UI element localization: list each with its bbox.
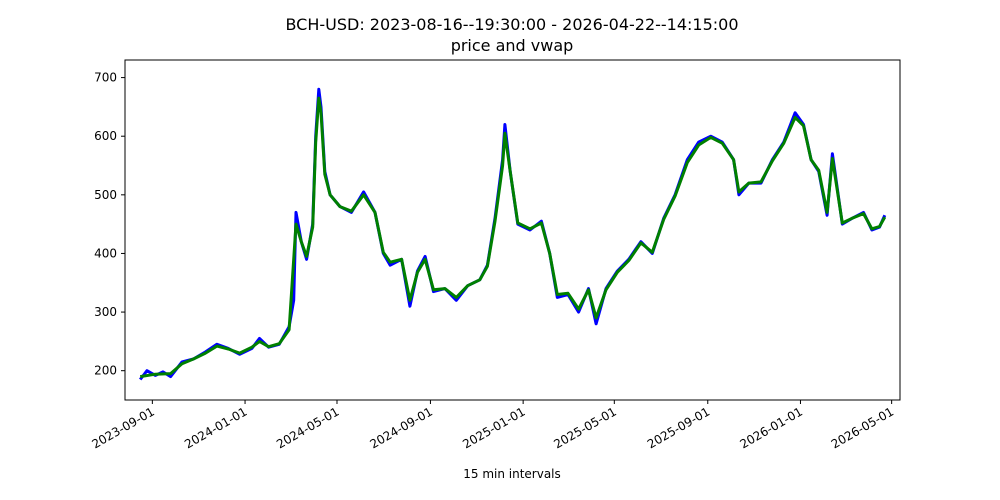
x-axis: 2023-09-01 2024-01-01 2024-05-01 2024-09-01… — [89, 400, 896, 451]
plot-lines — [139, 87, 887, 381]
y-tick-label: 600 — [94, 129, 117, 143]
x-axis-label: 15 min intervals — [463, 467, 561, 481]
x-tick-label: 2026-05-01 — [829, 404, 896, 451]
y-tick-label: 400 — [94, 246, 117, 260]
y-tick-label: 200 — [94, 364, 117, 378]
chart-subtitle: price and vwap — [451, 36, 574, 55]
x-tick-label: 2023-09-01 — [89, 404, 156, 451]
x-tick-label: 2024-05-01 — [274, 404, 341, 451]
chart-title: BCH-USD: 2023-08-16--19:30:00 - 2026-04-… — [285, 15, 738, 34]
x-tick-label: 2024-01-01 — [182, 404, 249, 451]
y-axis: 200 300 400 500 600 700 — [94, 71, 125, 378]
y-tick-label: 300 — [94, 305, 117, 319]
series-line-price — [139, 87, 887, 381]
x-tick-label: 2026-01-01 — [738, 404, 805, 451]
series-line-vwap — [139, 96, 887, 379]
x-tick-label: 2025-05-01 — [551, 404, 618, 451]
y-tick-label: 500 — [94, 188, 117, 202]
plot-frame — [124, 59, 901, 401]
x-tick-label: 2024-09-01 — [368, 404, 435, 451]
x-tick-label: 2025-09-01 — [645, 404, 712, 451]
x-tick-label: 2025-01-01 — [460, 404, 527, 451]
y-tick-label: 700 — [94, 71, 117, 85]
